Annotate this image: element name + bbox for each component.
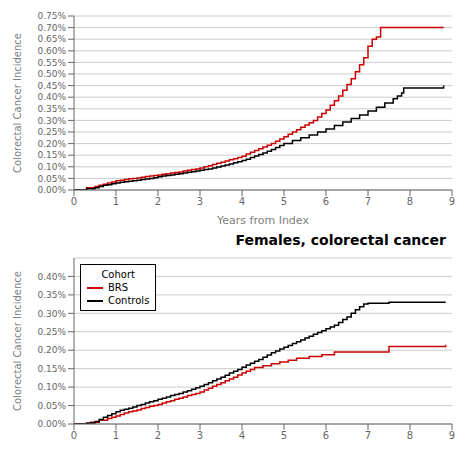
svg-text:3: 3 (197, 196, 203, 207)
html-text:Controls: Controls (108, 295, 150, 306)
svg-text:0.00%: 0.00% (37, 419, 66, 429)
svg-text:0.30%: 0.30% (37, 116, 66, 126)
svg-text:9: 9 (449, 430, 455, 441)
svg-text:0.35%: 0.35% (37, 104, 66, 114)
svg-text:7: 7 (365, 196, 371, 207)
svg-text:9: 9 (449, 196, 455, 207)
svg-text:0.45%: 0.45% (37, 81, 66, 91)
svg-text:0.10%: 0.10% (37, 382, 66, 392)
svg-text:0.65%: 0.65% (37, 34, 66, 44)
html-text:Cohort: Cohort (101, 269, 135, 280)
svg-text:0.40%: 0.40% (37, 92, 66, 102)
svg-text:7: 7 (365, 430, 371, 441)
svg-text:0.40%: 0.40% (37, 272, 66, 282)
svg-text:0.70%: 0.70% (37, 23, 66, 33)
svg-text:6: 6 (323, 196, 329, 207)
svg-text:6: 6 (323, 430, 329, 441)
svg-text:0.20%: 0.20% (37, 345, 66, 355)
svg-text:0.25%: 0.25% (37, 127, 66, 137)
svg-text:Years from Index: Years from Index (216, 214, 309, 227)
svg-text:0.75%: 0.75% (37, 11, 66, 21)
svg-text:2: 2 (155, 430, 161, 441)
svg-text:3: 3 (197, 430, 203, 441)
svg-text:4: 4 (239, 196, 245, 207)
svg-text:0.05%: 0.05% (37, 174, 66, 184)
svg-text:0.55%: 0.55% (37, 58, 66, 68)
svg-text:4: 4 (239, 430, 245, 441)
svg-text:0.15%: 0.15% (37, 150, 66, 160)
svg-text:2: 2 (155, 196, 161, 207)
svg-text:0.20%: 0.20% (37, 139, 66, 149)
svg-text:0.60%: 0.60% (37, 46, 66, 56)
svg-text:0: 0 (71, 430, 77, 441)
svg-text:8: 8 (407, 430, 413, 441)
svg-text:0.50%: 0.50% (37, 69, 66, 79)
svg-text:5: 5 (281, 430, 287, 441)
svg-text:1: 1 (113, 196, 119, 207)
html-text:BRS: BRS (108, 282, 129, 293)
svg-text:0.25%: 0.25% (37, 327, 66, 337)
svg-text:Colorectal Cancer Incidence: Colorectal Cancer Incidence (12, 271, 23, 411)
svg-text:8: 8 (407, 196, 413, 207)
svg-text:1: 1 (113, 430, 119, 441)
svg-text:0.00%: 0.00% (37, 185, 66, 195)
svg-text:0.10%: 0.10% (37, 162, 66, 172)
svg-text:0.15%: 0.15% (37, 364, 66, 374)
svg-text:0.05%: 0.05% (37, 401, 66, 411)
svg-text:0.30%: 0.30% (37, 309, 66, 319)
svg-text:0.35%: 0.35% (37, 290, 66, 300)
svg-text:Colorectal Cancer Incidence: Colorectal Cancer Incidence (12, 33, 23, 173)
svg-text:0: 0 (71, 196, 77, 207)
html-text:Females, colorectal cancer: Females, colorectal cancer (235, 232, 446, 248)
svg-text:5: 5 (281, 196, 287, 207)
